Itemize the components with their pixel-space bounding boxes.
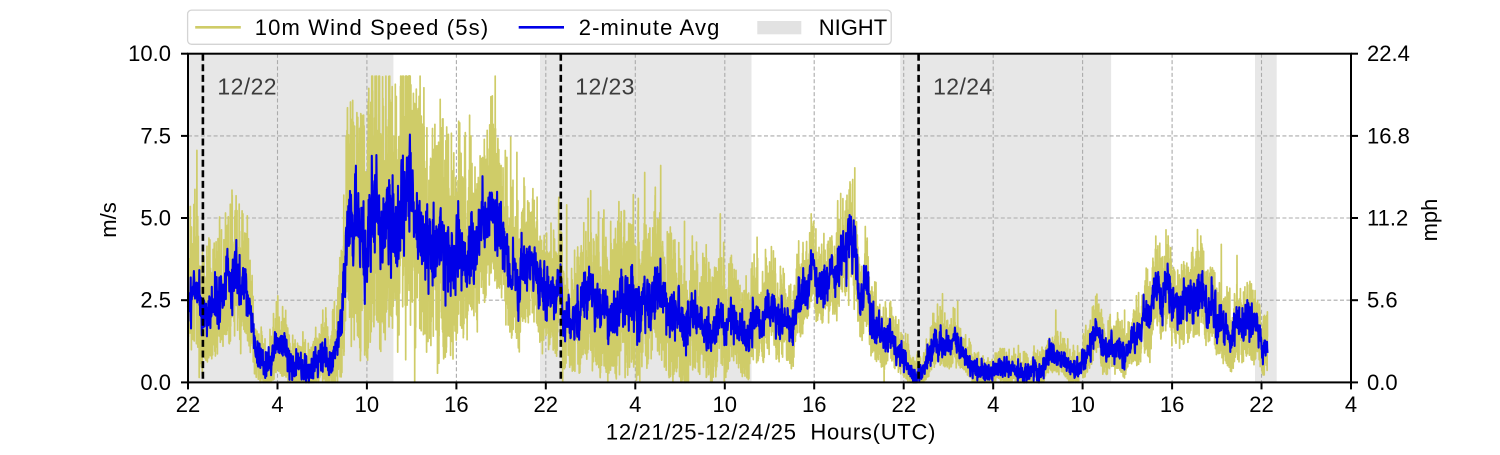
- svg-text:10m Wind Speed (5s): 10m Wind Speed (5s): [255, 15, 490, 40]
- svg-text:4: 4: [271, 392, 283, 417]
- svg-text:NIGHT: NIGHT: [819, 15, 887, 40]
- svg-text:12/22: 12/22: [217, 73, 277, 99]
- svg-text:4: 4: [1345, 392, 1357, 417]
- svg-text:7.5: 7.5: [140, 123, 171, 148]
- svg-text:22: 22: [891, 392, 915, 417]
- svg-text:5.6: 5.6: [1367, 288, 1398, 313]
- svg-text:22: 22: [176, 392, 200, 417]
- svg-text:mph: mph: [1417, 199, 1442, 242]
- svg-text:10: 10: [713, 392, 737, 417]
- svg-text:2-minute Avg: 2-minute Avg: [579, 15, 721, 40]
- svg-text:22: 22: [1249, 392, 1273, 417]
- svg-text:22: 22: [534, 392, 558, 417]
- svg-text:0.0: 0.0: [140, 370, 171, 395]
- svg-text:11.2: 11.2: [1367, 206, 1408, 231]
- svg-text:16: 16: [444, 392, 468, 417]
- svg-text:4: 4: [629, 392, 641, 417]
- svg-text:22.4: 22.4: [1367, 41, 1410, 66]
- svg-text:10.0: 10.0: [128, 41, 171, 66]
- svg-text:5.0: 5.0: [140, 206, 171, 231]
- svg-text:12/24: 12/24: [933, 73, 993, 99]
- svg-text:12/21/25-12/24/25 Hours(UTC): 12/21/25-12/24/25 Hours(UTC): [606, 420, 936, 445]
- svg-text:m/s: m/s: [96, 202, 121, 237]
- svg-text:16: 16: [802, 392, 826, 417]
- svg-text:4: 4: [987, 392, 999, 417]
- svg-text:10: 10: [1070, 392, 1094, 417]
- svg-text:16: 16: [1160, 392, 1184, 417]
- svg-text:2.5: 2.5: [140, 288, 171, 313]
- svg-text:12/23: 12/23: [575, 73, 635, 99]
- svg-text:10: 10: [355, 392, 379, 417]
- svg-text:0.0: 0.0: [1367, 370, 1398, 395]
- svg-text:16.8: 16.8: [1367, 123, 1410, 148]
